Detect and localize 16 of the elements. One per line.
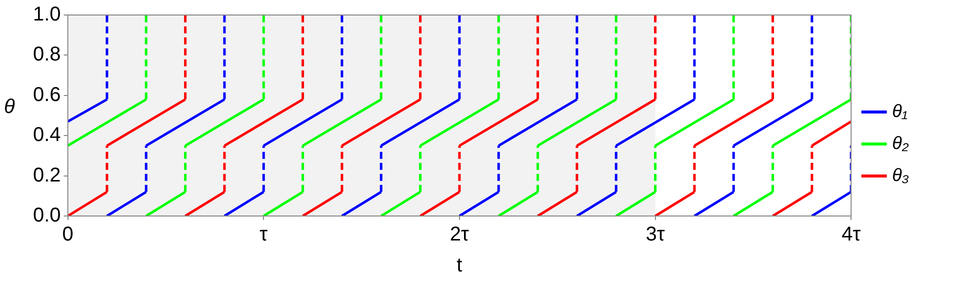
x-tick-label: 0 [62, 224, 74, 246]
y-tick-label: 1.0 [32, 4, 61, 26]
x-tick-label: 3τ [646, 224, 665, 246]
x-tick-label: 2τ [450, 224, 470, 246]
legend-label: θ₁ [892, 101, 908, 121]
x-tick-label: 4τ [842, 224, 861, 246]
y-tick-label: 0.6 [32, 84, 61, 106]
legend-label: θ₂ [892, 133, 909, 153]
y-tick-label: 0.0 [32, 204, 61, 227]
legend-label: θ₃ [892, 165, 910, 185]
y-axis-title: θ [4, 96, 15, 118]
y-tick-label: 0.2 [32, 164, 61, 186]
y-tick-label: 0.4 [32, 124, 61, 146]
x-axis-title: t [456, 254, 463, 277]
x-tick-label: τ [260, 224, 268, 246]
y-tick-label: 0.8 [32, 44, 61, 66]
